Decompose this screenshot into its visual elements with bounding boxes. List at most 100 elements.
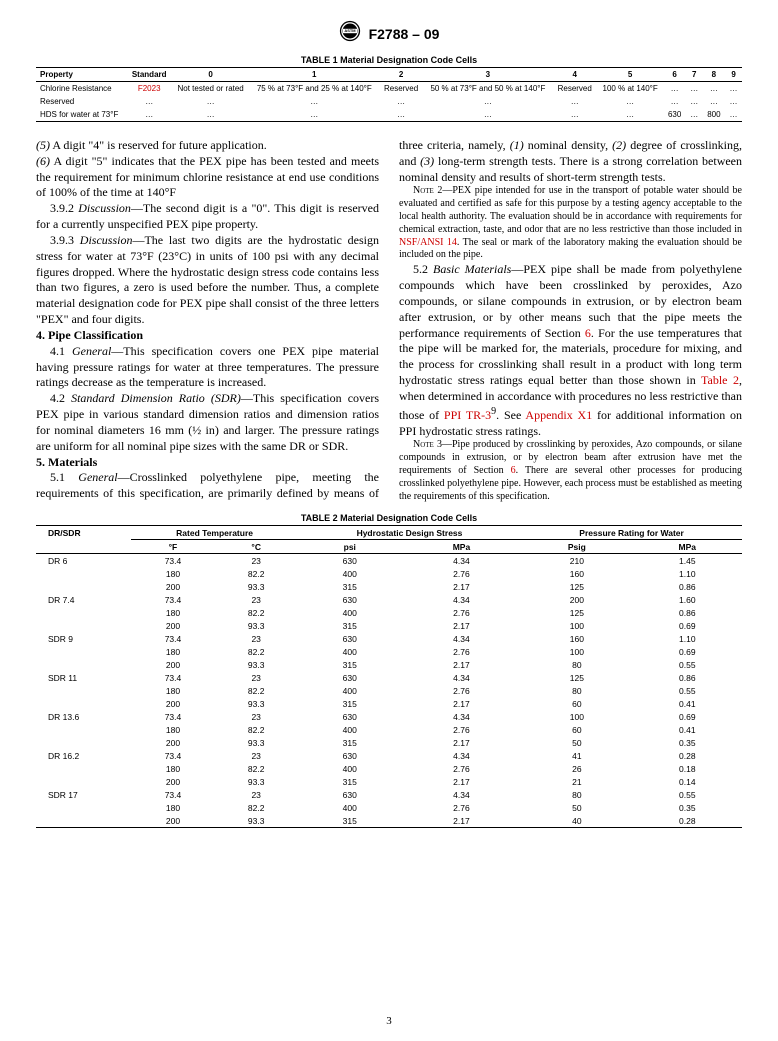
table2-cell: 200 bbox=[131, 814, 214, 828]
table2-cell: 60 bbox=[521, 697, 632, 710]
table1-cell: … bbox=[663, 95, 685, 108]
table1-header-cell: Property bbox=[36, 68, 127, 82]
table2-cell bbox=[36, 762, 131, 775]
table2-cell: 82.2 bbox=[215, 723, 298, 736]
table2-cell: 73.4 bbox=[131, 554, 214, 568]
s52-body-d: . See bbox=[496, 408, 525, 422]
table2-subhead: °C bbox=[215, 540, 298, 554]
table2-cell: 400 bbox=[298, 684, 402, 697]
table2-cell bbox=[36, 645, 131, 658]
table2-cell: 23 bbox=[215, 632, 298, 645]
table2-cell: 0.41 bbox=[633, 697, 742, 710]
s393-lead: 3.9.3 bbox=[50, 233, 80, 247]
table2-cell: 2.76 bbox=[402, 723, 521, 736]
table2-cell: 0.86 bbox=[633, 606, 742, 619]
table2-cell: 315 bbox=[298, 736, 402, 749]
table2-cell: 82.2 bbox=[215, 606, 298, 619]
table2-cell: 0.55 bbox=[633, 788, 742, 801]
table2-cell: 82.2 bbox=[215, 801, 298, 814]
table1-header-cell: 0 bbox=[172, 68, 250, 82]
table1-cell: … bbox=[250, 108, 379, 122]
item-5-text: A digit "4" is reserved for future appli… bbox=[52, 138, 266, 152]
table2-subhead: Psig bbox=[521, 540, 632, 554]
table1-cell: … bbox=[686, 108, 703, 122]
table2-cell bbox=[36, 736, 131, 749]
table1-cell: … bbox=[379, 108, 423, 122]
s52-link3: PPI TR-3 bbox=[444, 408, 491, 422]
table2-cell: 2.17 bbox=[402, 775, 521, 788]
table2-subhead: psi bbox=[298, 540, 402, 554]
s52-head: Basic Materials bbox=[433, 262, 511, 276]
table2-cell: 73.4 bbox=[131, 749, 214, 762]
page-number: 3 bbox=[0, 1015, 778, 1027]
s51-i3: (3) bbox=[420, 154, 434, 168]
table1-header-cell: 7 bbox=[686, 68, 703, 82]
table2-cell: DR 13.6 bbox=[36, 710, 131, 723]
s393-head: Discussion bbox=[80, 233, 133, 247]
table2-cell: 26 bbox=[521, 762, 632, 775]
item-6-text: A digit "5" indicates that the PEX pipe … bbox=[36, 154, 379, 200]
table2-subhead: °F bbox=[131, 540, 214, 554]
table2-cell: 180 bbox=[131, 567, 214, 580]
table2-cell: 315 bbox=[298, 814, 402, 828]
table2-cell: 60 bbox=[521, 723, 632, 736]
table2-cell: 200 bbox=[521, 593, 632, 606]
table2-cell: 2.76 bbox=[402, 567, 521, 580]
table2-cell bbox=[36, 619, 131, 632]
table2-subhead: MPa bbox=[402, 540, 521, 554]
table2-cell: 4.34 bbox=[402, 671, 521, 684]
table1-standard-cell: … bbox=[127, 108, 172, 122]
table1-header-cell: 3 bbox=[423, 68, 552, 82]
table2-cell: 93.3 bbox=[215, 814, 298, 828]
table2-cell: 400 bbox=[298, 723, 402, 736]
s52-lead: 5.2 bbox=[413, 262, 433, 276]
table2-cell: 0.41 bbox=[633, 723, 742, 736]
table2-cell: 2.76 bbox=[402, 801, 521, 814]
table2-cell: 125 bbox=[521, 580, 632, 593]
table1-cell: … bbox=[553, 108, 597, 122]
table1-cell: … bbox=[172, 108, 250, 122]
s52-link4: Appendix X1 bbox=[525, 408, 592, 422]
note2-link: NSF/ANSI 14 bbox=[399, 237, 457, 248]
table2-cell: 2.17 bbox=[402, 580, 521, 593]
table2-cell: 315 bbox=[298, 697, 402, 710]
table1-header-cell: 8 bbox=[703, 68, 725, 82]
table2-cell: 4.34 bbox=[402, 593, 521, 606]
table2-cell: 0.14 bbox=[633, 775, 742, 788]
table2-cell: 93.3 bbox=[215, 697, 298, 710]
table2-cell: 80 bbox=[521, 658, 632, 671]
table1-header-cell: 6 bbox=[663, 68, 685, 82]
table2-cell: 315 bbox=[298, 775, 402, 788]
table1-cell: … bbox=[686, 95, 703, 108]
table2-cell: 0.55 bbox=[633, 658, 742, 671]
table2-cell: 630 bbox=[298, 749, 402, 762]
table1-cell: Reserved bbox=[553, 82, 597, 96]
table2-cell: 82.2 bbox=[215, 684, 298, 697]
table2-cell: 315 bbox=[298, 619, 402, 632]
table2-cell: 4.34 bbox=[402, 554, 521, 568]
table2-cell bbox=[36, 684, 131, 697]
table2-cell: 80 bbox=[521, 684, 632, 697]
table2-cell: 4.34 bbox=[402, 788, 521, 801]
table2-cell bbox=[36, 567, 131, 580]
note2-body-a: —PEX pipe intended for use in the transp… bbox=[399, 185, 742, 234]
table1-cell: … bbox=[725, 82, 742, 96]
table2-cell: 23 bbox=[215, 749, 298, 762]
table2-cell: 0.69 bbox=[633, 619, 742, 632]
table1-cell: … bbox=[172, 95, 250, 108]
document-id: F2788 – 09 bbox=[369, 26, 440, 42]
table2-cell: 630 bbox=[298, 710, 402, 723]
table2-cell: 630 bbox=[298, 554, 402, 568]
s51-lead: 5.1 bbox=[50, 470, 78, 484]
table2-cell: 23 bbox=[215, 671, 298, 684]
table2-cell bbox=[36, 801, 131, 814]
table2-cell: 2.76 bbox=[402, 645, 521, 658]
table2-cell bbox=[36, 814, 131, 828]
table2-cell: 2.17 bbox=[402, 814, 521, 828]
table2-cell: 180 bbox=[131, 645, 214, 658]
table2-cell: 315 bbox=[298, 580, 402, 593]
s42-lead: 4.2 bbox=[50, 391, 71, 405]
s51-t3: long-term strength tests. There is a str… bbox=[399, 154, 742, 184]
table1-cell: … bbox=[379, 95, 423, 108]
table1-cell: 100 % at 140°F bbox=[597, 82, 663, 96]
